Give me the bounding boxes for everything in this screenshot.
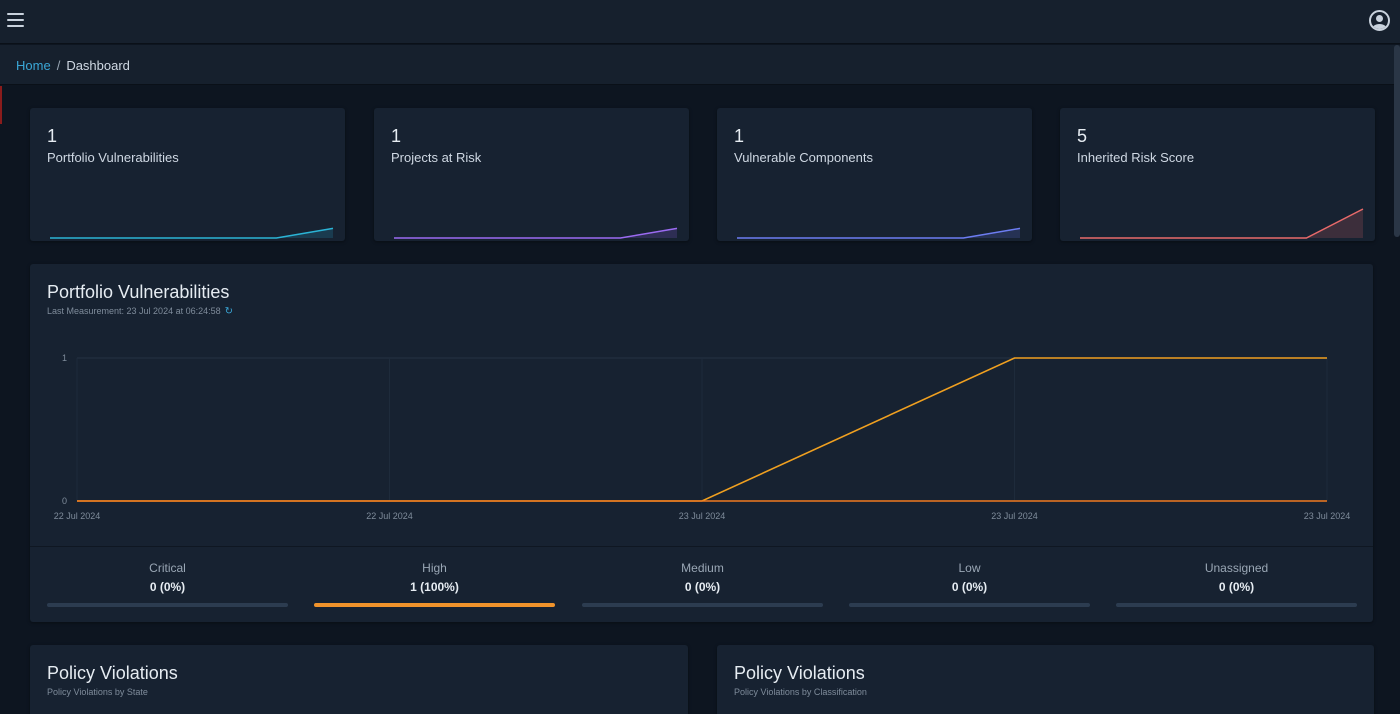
- sparkline-area: [1080, 209, 1363, 238]
- severity-name: Low: [958, 561, 981, 575]
- severity-name: Critical: [149, 561, 186, 575]
- severity-summary: Critical 0 (0%) High 1 (100%) Medium 0 (…: [30, 546, 1373, 622]
- card-subtitle: Policy Violations by Classification: [734, 687, 867, 697]
- stat-card-inherited-risk-score: 5 Inherited Risk Score: [1060, 108, 1375, 241]
- last-measurement-text: Last Measurement: 23 Jul 2024 at 06:24:5…: [47, 306, 221, 316]
- sparkline-area: [50, 228, 333, 238]
- x-tick-label: 23 Jul 2024: [991, 511, 1038, 521]
- stat-label: Inherited Risk Score: [1077, 150, 1195, 165]
- severity-medium: Medium 0 (0%): [582, 561, 823, 607]
- severity-value: 0 (0%): [684, 580, 721, 594]
- severity-progress-fill: [314, 603, 555, 607]
- severity-progress-bar: [1116, 603, 1357, 607]
- chart-subtitle: Last Measurement: 23 Jul 2024 at 06:24:5…: [47, 306, 233, 317]
- sparkline-line: [737, 227, 1021, 239]
- y-tick-label: 0: [62, 496, 67, 506]
- severity-progress-bar: [582, 603, 823, 607]
- card-subtitle: Policy Violations by State: [47, 687, 148, 697]
- stat-card-projects-at-risk: 1 Projects at Risk: [374, 108, 689, 241]
- vulnerabilities-line-chart: 0 1 22 Jul 2024 22 Jul 2024 23 Jul 2024 23 Ju…: [54, 353, 1351, 521]
- refresh-icon[interactable]: ↻: [224, 306, 234, 317]
- breadcrumb: Home / Dashboard: [0, 45, 1400, 85]
- severity-progress-bar: [314, 603, 555, 607]
- breadcrumb-separator: /: [56, 58, 61, 73]
- chart-title: Portfolio Vulnerabilities: [47, 282, 230, 302]
- hamburger-icon[interactable]: [7, 13, 24, 28]
- left-accent-bar: [0, 86, 2, 124]
- user-circle-icon[interactable]: [1369, 10, 1390, 31]
- top-bar: [0, 0, 1400, 44]
- sparkline-line: [50, 227, 334, 239]
- severity-high: High 1 (100%): [314, 561, 555, 607]
- severity-name: High: [422, 561, 447, 575]
- severity-value: 0 (0%): [1218, 580, 1255, 594]
- x-tick-label: 22 Jul 2024: [366, 511, 413, 521]
- severity-value: 1 (100%): [410, 580, 459, 594]
- page-scrollbar[interactable]: [1394, 45, 1400, 237]
- stat-value: 1: [734, 126, 745, 146]
- sparkline: [50, 227, 334, 239]
- card-title: Policy Violations: [734, 663, 865, 683]
- severity-value: 0 (0%): [951, 580, 988, 594]
- sparkline: [394, 227, 678, 239]
- severity-critical: Critical 0 (0%): [47, 561, 288, 607]
- severity-progress-bar: [849, 603, 1090, 607]
- sparkline-line: [394, 227, 678, 239]
- severity-name: Unassigned: [1204, 561, 1269, 575]
- stat-label: Vulnerable Components: [734, 150, 873, 165]
- policy-violations-by-classification-card: Policy Violations Policy Violations by C…: [717, 645, 1374, 714]
- x-tick-label: 23 Jul 2024: [679, 511, 726, 521]
- policy-violations-by-state-card: Policy Violations Policy Violations by S…: [30, 645, 688, 714]
- sparkline-area: [394, 228, 677, 238]
- x-tick-label: 23 Jul 2024: [1304, 511, 1351, 521]
- stat-label: Projects at Risk: [391, 150, 482, 165]
- severity-low: Low 0 (0%): [849, 561, 1090, 607]
- severity-unassigned: Unassigned 0 (0%): [1116, 561, 1357, 607]
- stat-card-vulnerable-components: 1 Vulnerable Components: [717, 108, 1032, 241]
- y-tick-label: 1: [62, 353, 67, 363]
- severity-value: 0 (0%): [149, 580, 186, 594]
- stat-label: Portfolio Vulnerabilities: [47, 150, 179, 165]
- x-tick-label: 22 Jul 2024: [54, 511, 101, 521]
- stat-card-portfolio-vulnerabilities: 1 Portfolio Vulnerabilities: [30, 108, 345, 241]
- stat-value: 5: [1077, 126, 1088, 146]
- breadcrumb-home-link[interactable]: Home: [16, 58, 51, 73]
- breadcrumb-current: Dashboard: [66, 58, 130, 73]
- stat-value: 1: [391, 126, 402, 146]
- portfolio-vulnerabilities-card: Portfolio Vulnerabilities Last Measureme…: [30, 264, 1373, 622]
- sparkline: [1080, 208, 1364, 239]
- severity-progress-bar: [47, 603, 288, 607]
- severity-name: Medium: [681, 561, 724, 575]
- sparkline-area: [737, 228, 1020, 238]
- sparkline-line: [1080, 208, 1364, 239]
- card-title: Policy Violations: [47, 663, 178, 683]
- sparkline: [737, 227, 1021, 239]
- stat-value: 1: [47, 126, 58, 146]
